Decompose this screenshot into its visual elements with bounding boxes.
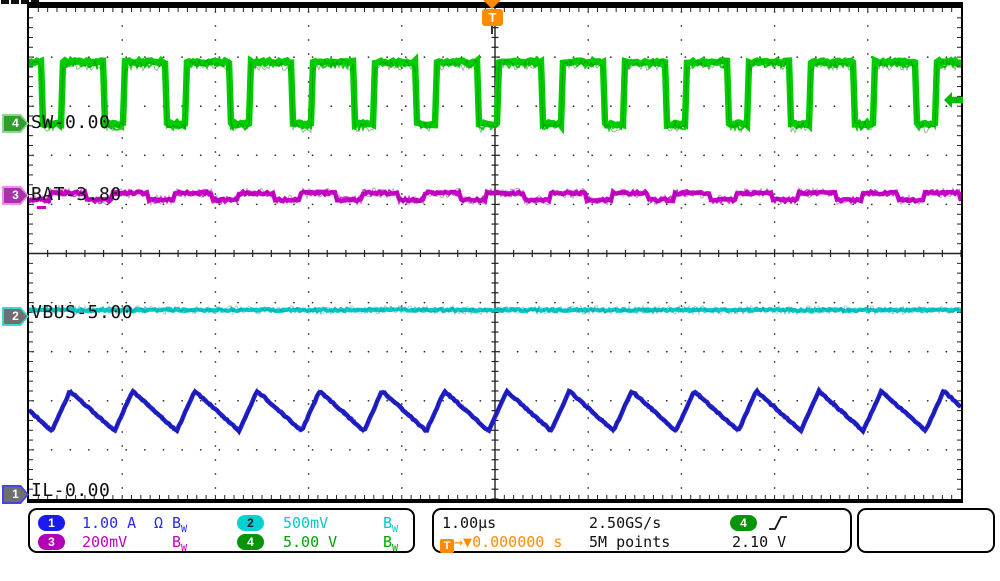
channel-3-bandwidth-icon: BW xyxy=(172,533,188,555)
rising-edge-slope-icon xyxy=(769,516,787,530)
top-clipped-dash xyxy=(21,0,29,4)
channel-1-badge: 1 xyxy=(38,515,65,531)
triangle-down-icon: ▼ xyxy=(463,533,473,551)
top-clipped-dash xyxy=(11,0,19,4)
channel-4-scale: 5.00 V xyxy=(283,533,338,551)
sample-rate-readout: 2.50GS/s xyxy=(589,514,662,532)
channel-2-scale: 500mV xyxy=(283,514,329,532)
graticule-grid xyxy=(29,8,961,499)
record-length-readout: 5M points xyxy=(589,533,671,551)
channel-4-badge: 4 xyxy=(237,534,264,550)
channel-scale-readout-box[interactable]: 1 1.00 A Ω BW 2 500mV BW 3 200mV BW 4 5.… xyxy=(28,508,415,554)
marker-number: 2 xyxy=(4,309,27,324)
trigger-position-stem xyxy=(491,26,493,34)
empty-readout-box[interactable] xyxy=(857,508,995,553)
trigger-position-pointer[interactable] xyxy=(483,0,501,9)
channel-2-waveform-label: VBUS-5.00 xyxy=(31,302,134,323)
channel-1-bandwidth-icon: BW xyxy=(172,514,188,536)
channel-3-badge: 3 xyxy=(38,534,65,550)
channel-2-badge: 2 xyxy=(237,515,264,531)
channel-1-impedance-icon: Ω xyxy=(154,514,164,532)
channel-4-waveform-label: SW-0.00 xyxy=(31,112,111,133)
horizontal-trigger-readout-box[interactable]: 1.00µs 2.50GS/s 4 T →▼0.000000 s 5M point… xyxy=(432,508,852,553)
waveform-traces xyxy=(29,53,961,436)
trigger-source-badge: 4 xyxy=(730,515,757,531)
channel-1-position-marker[interactable]: 1 xyxy=(2,485,29,504)
trigger-position-marker[interactable]: T xyxy=(482,9,503,26)
trigger-level-readout: 2.10 V xyxy=(732,533,787,551)
channel-3-ground-tick xyxy=(37,206,46,209)
timebase-readout: 1.00µs xyxy=(442,514,497,532)
top-clipped-dash xyxy=(1,0,9,4)
trigger-position-readout: T →▼0.000000 s xyxy=(440,534,562,553)
marker-number: 4 xyxy=(4,116,27,131)
channel-2-bandwidth-icon: BW xyxy=(383,514,399,536)
channel-1-scale: 1.00 A xyxy=(82,514,137,532)
channel-4-position-marker[interactable]: 4 xyxy=(2,114,29,133)
marker-number: 1 xyxy=(4,487,27,502)
marker-number: 3 xyxy=(4,188,27,203)
trigger-t-icon: T xyxy=(440,539,454,553)
channel-4-bandwidth-icon: BW xyxy=(383,533,399,555)
channel-1-waveform-label: IL-0.00 xyxy=(31,480,111,501)
channel-2-position-marker[interactable]: 2 xyxy=(2,307,29,326)
channel-3-position-marker[interactable]: 3 xyxy=(2,186,29,205)
graticule-area xyxy=(27,2,963,503)
channel-3-waveform-label: BAT-3.80 xyxy=(31,184,122,205)
arrow-right-icon: → xyxy=(454,533,464,551)
channel-3-scale: 200mV xyxy=(82,533,128,551)
